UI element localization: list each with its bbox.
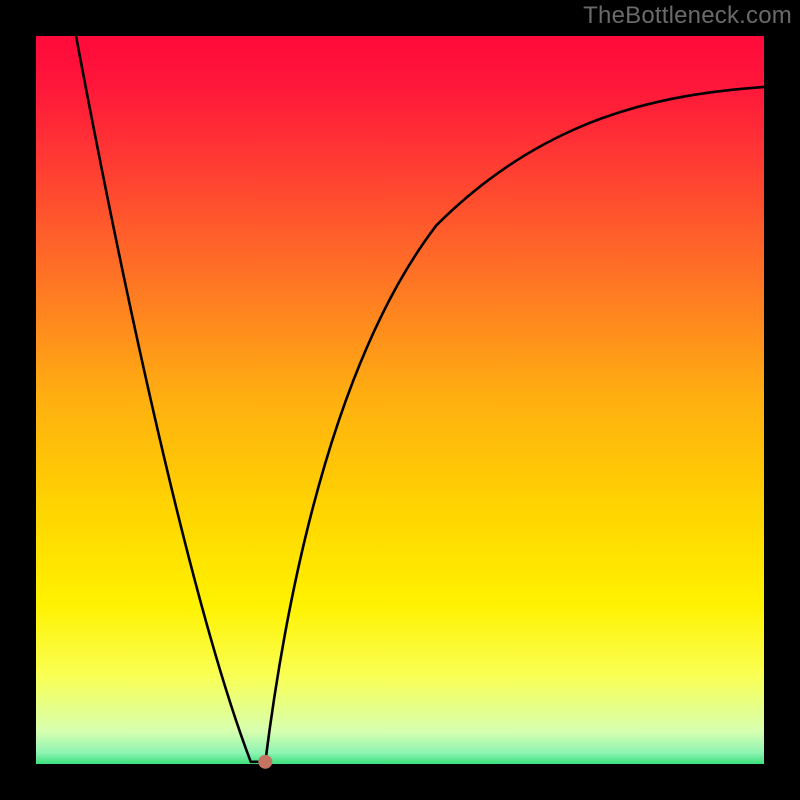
bottleneck-chart xyxy=(0,0,800,800)
minimum-marker xyxy=(258,755,272,769)
plot-area xyxy=(36,36,764,764)
chart-stage: TheBottleneck.com xyxy=(0,0,800,800)
watermark-text: TheBottleneck.com xyxy=(583,2,792,30)
